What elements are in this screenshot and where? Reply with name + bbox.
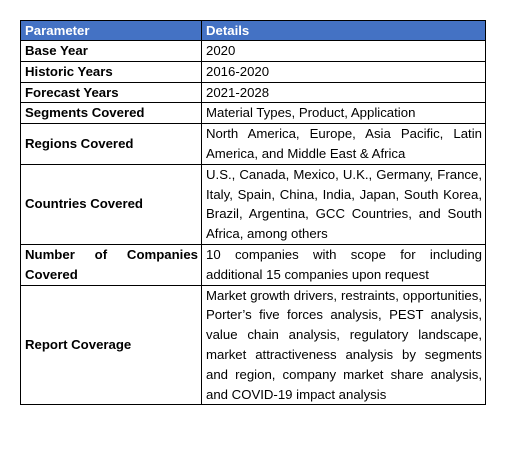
details-cell: Market growth drivers, restraints, oppor… xyxy=(201,284,486,406)
details-cell: 2020 xyxy=(201,40,486,62)
table-row-report-coverage: Report Coverage Market growth drivers, r… xyxy=(20,284,486,406)
table-row-countries-covered: Countries Covered U.S., Canada, Mexico, … xyxy=(20,163,486,245)
table-row-forecast-years: Forecast Years 2021-2028 xyxy=(20,81,486,104)
details-cell: U.S., Canada, Mexico, U.K., Germany, Fra… xyxy=(201,163,486,245)
param-cell: Report Coverage xyxy=(20,284,202,406)
table-row-base-year: Base Year 2020 xyxy=(20,40,486,62)
details-cell: North America, Europe, Asia Pacific, Lat… xyxy=(201,123,486,165)
param-cell: Historic Years xyxy=(20,60,202,83)
table-row-regions-covered: Regions Covered North America, Europe, A… xyxy=(20,123,486,165)
header-details: Details xyxy=(201,20,486,41)
details-cell: 2021-2028 xyxy=(201,81,486,104)
table-row-number-of-companies: Number of Companies Covered 10 companies… xyxy=(20,243,486,286)
table-header-row: Parameter Details xyxy=(20,20,486,41)
header-parameter: Parameter xyxy=(20,20,202,41)
details-cell: Material Types, Product, Application xyxy=(201,102,486,125)
param-cell: Number of Companies Covered xyxy=(20,243,202,286)
report-scope-table: Parameter Details Base Year 2020 Histori… xyxy=(20,20,486,406)
table-row-historic-years: Historic Years 2016-2020 xyxy=(20,60,486,83)
param-cell: Forecast Years xyxy=(20,81,202,104)
details-cell: 2016-2020 xyxy=(201,60,486,83)
table-row-segments-covered: Segments Covered Material Types, Product… xyxy=(20,102,486,125)
param-cell: Segments Covered xyxy=(20,102,202,125)
param-cell: Regions Covered xyxy=(20,123,202,165)
param-cell: Countries Covered xyxy=(20,163,202,245)
details-cell: 10 companies with scope for including ad… xyxy=(201,243,486,286)
param-cell: Base Year xyxy=(20,40,202,62)
